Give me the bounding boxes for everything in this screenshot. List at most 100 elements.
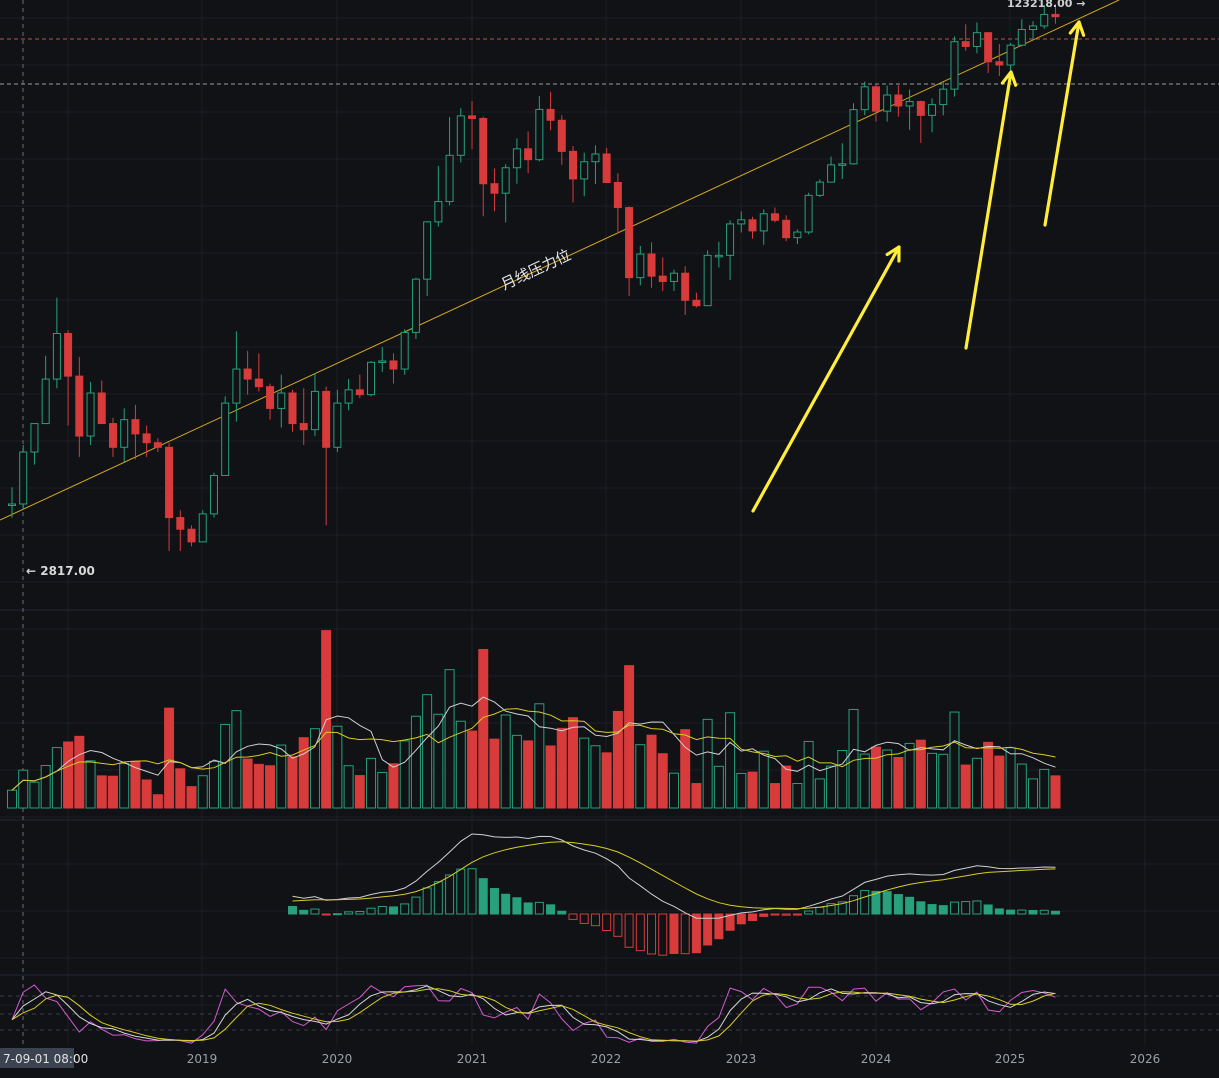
high-price-label: 123218.00 → — [1007, 0, 1085, 10]
volume-bar — [433, 713, 444, 809]
stoch-k-line — [11, 984, 1056, 1044]
candle-up — [1040, 13, 1049, 27]
macd-histogram-bar — [456, 868, 466, 915]
candle-down — [557, 119, 566, 152]
volume-bar — [769, 783, 780, 809]
volume-bar — [276, 744, 287, 809]
macd-histogram-bar — [703, 913, 713, 946]
macd-histogram-bar — [804, 910, 814, 915]
volume-bar — [444, 669, 455, 809]
uptrend-arrow-1-head — [885, 245, 901, 263]
volume-bar — [366, 757, 377, 809]
candle-down — [658, 275, 667, 282]
volume-bar — [164, 707, 175, 809]
x-tick-label: 2024 — [861, 1052, 892, 1066]
candles-layer — [8, 4, 1060, 551]
candle-up — [400, 331, 409, 370]
macd-histogram-bar — [759, 913, 769, 917]
candle-down — [108, 423, 117, 448]
candle-up — [1017, 28, 1026, 46]
candle-up — [928, 104, 937, 116]
volume-bar — [747, 771, 758, 809]
volume-bar — [40, 765, 51, 809]
macd-dea-line — [292, 841, 1056, 910]
macd-histogram-bar — [613, 913, 623, 937]
macd-histogram-bar — [501, 893, 511, 915]
candle-up — [580, 161, 589, 180]
volume-bar — [107, 775, 118, 809]
volume-bar — [489, 738, 500, 809]
macd-histogram-bar — [523, 902, 533, 915]
macd-histogram-bar — [321, 913, 331, 916]
uptrend-arrow-3 — [1043, 20, 1081, 227]
x-axis: 8201920202021202220232024202520267-09-01… — [0, 1048, 1160, 1068]
candle-down — [479, 117, 488, 185]
candle-down — [153, 442, 162, 448]
volume-bar — [635, 744, 646, 809]
candle-up — [849, 109, 858, 165]
candle-down — [468, 115, 477, 119]
volume-bar — [197, 775, 208, 809]
candle-up — [86, 392, 95, 437]
volume-bar — [7, 789, 17, 809]
candle-down — [243, 368, 252, 380]
candle-up — [703, 254, 712, 307]
volume-bar — [242, 758, 253, 809]
volume-bar — [29, 781, 40, 809]
volume-bar — [511, 734, 522, 809]
volume-bar — [994, 755, 1005, 809]
candle-up — [512, 148, 521, 169]
macd-histogram-bar — [546, 904, 556, 915]
candle-down — [142, 433, 151, 444]
volume-bar — [848, 708, 859, 809]
candle-down — [894, 94, 903, 107]
macd-histogram-bar — [949, 901, 959, 915]
macd-histogram-bar — [624, 913, 634, 948]
crosshair-date-box — [0, 1048, 74, 1068]
macd-histogram-bar — [433, 881, 443, 915]
candle-up — [423, 221, 432, 280]
volume-bar — [624, 665, 635, 809]
macd-histogram-bar — [579, 913, 589, 924]
macd-histogram-bar — [1028, 909, 1038, 915]
candle-up — [1029, 25, 1038, 30]
volume-bar — [410, 715, 421, 809]
volume-bar — [1039, 768, 1050, 809]
low-price-label: ← 2817.00 — [26, 564, 95, 578]
x-tick-label: 2022 — [591, 1052, 622, 1066]
macd-histogram-bar — [837, 901, 847, 915]
candle-down — [995, 61, 1004, 66]
candle-up — [815, 181, 824, 196]
volume-bar — [231, 710, 242, 809]
candle-up — [535, 108, 544, 161]
volume-bar — [814, 778, 825, 809]
macd-histogram-bar — [882, 891, 892, 915]
volume-bar — [668, 772, 679, 809]
macd-histogram-bar — [1017, 909, 1027, 915]
macd-histogram-bar — [512, 897, 522, 915]
volume-bar — [186, 786, 197, 809]
candle-up — [209, 474, 218, 515]
candle-up — [1006, 44, 1015, 66]
volume-bar — [938, 753, 949, 809]
volume-bar — [534, 703, 545, 809]
volume-bar — [713, 765, 724, 809]
macd-histogram-bar — [736, 913, 746, 925]
macd-histogram-bar — [590, 913, 600, 927]
crosshair-date-label: 7-09-01 08:00 — [3, 1052, 88, 1066]
volume-bar — [467, 730, 478, 809]
volume-bar — [781, 765, 792, 809]
volume-bar — [702, 718, 713, 809]
candle-up — [726, 223, 735, 256]
candle-down — [647, 253, 656, 277]
x-tick-label: 2025 — [995, 1052, 1026, 1066]
volume-bar — [51, 747, 62, 809]
volume-bar — [422, 694, 433, 809]
macd-histogram-bar — [489, 888, 499, 915]
candle-up — [804, 194, 813, 233]
candle-down — [1051, 13, 1060, 18]
candle-up — [501, 167, 510, 194]
macd-histogram-bar — [849, 895, 858, 915]
